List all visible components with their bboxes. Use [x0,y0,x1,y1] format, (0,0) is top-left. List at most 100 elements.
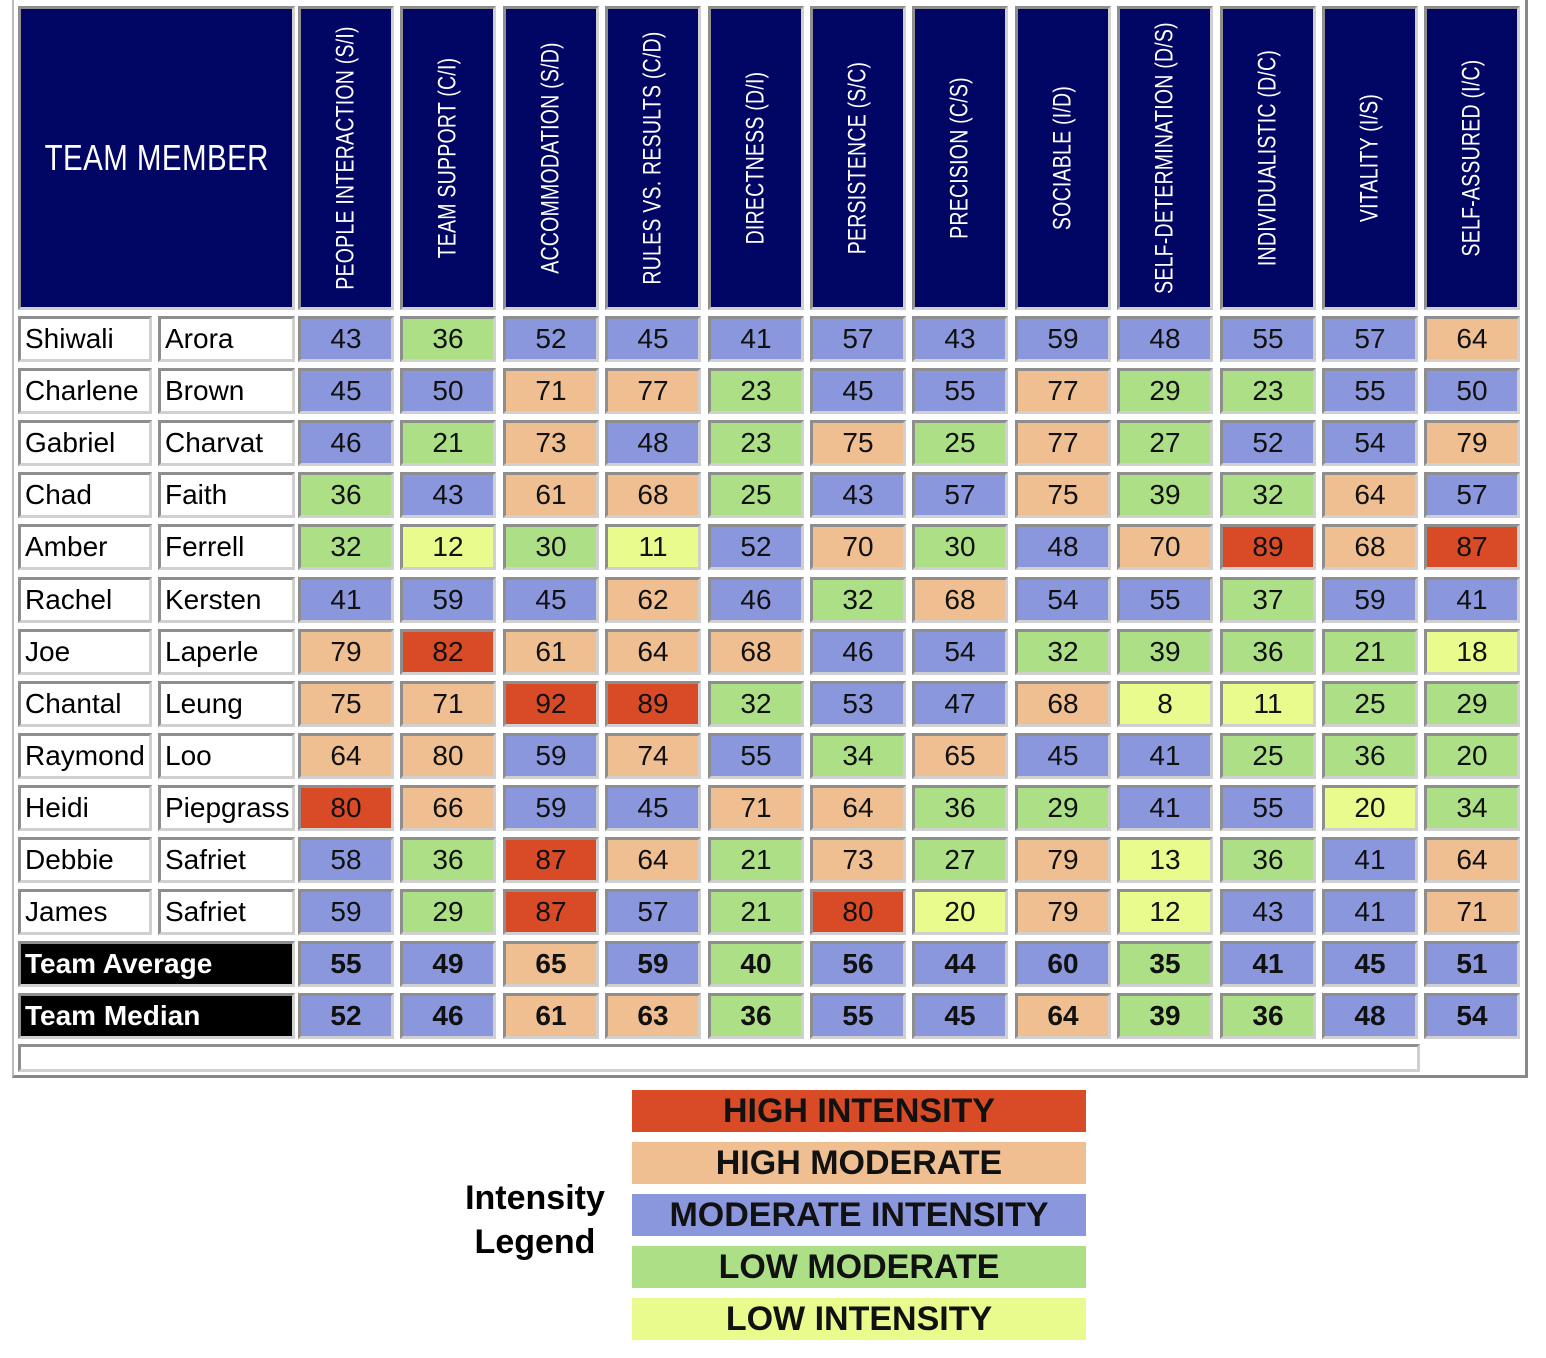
last-name-cell: Laperle [158,629,295,675]
summary-score-cell: 35 [1117,941,1213,987]
score-cell: 75 [810,420,906,466]
score-cell: 55 [1220,785,1316,831]
score-cell: 43 [400,472,496,518]
score-cell: 55 [1220,316,1316,362]
summary-score-cell: 56 [810,941,906,987]
summary-score-cell: 45 [1322,941,1418,987]
summary-score-cell: 39 [1117,993,1213,1039]
score-value: 34 [1456,792,1488,823]
score-value: 48 [1047,531,1079,562]
score-cell: 59 [1015,316,1111,362]
score-cell: 36 [400,837,496,883]
score-cell: 73 [810,837,906,883]
summary-score-value: 64 [1047,1000,1079,1031]
score-value: 29 [1047,792,1079,823]
score-cell: 32 [1015,629,1111,675]
summary-label: Team Median [25,1000,201,1031]
score-cell: 57 [1424,472,1520,518]
column-header-label: SELF-DETERMINATION (D/S) [1150,22,1179,294]
first-name-cell: Rachel [18,577,152,623]
score-cell: 36 [1322,733,1418,779]
score-value: 43 [842,479,874,510]
legend-item-label: LOW MODERATE [718,1247,1000,1286]
first-name-cell: Chantal [18,681,152,727]
score-value: 21 [740,896,772,927]
summary-score-cell: 64 [1015,993,1111,1039]
score-cell: 59 [1322,577,1418,623]
score-value: 75 [1047,479,1079,510]
score-value: 23 [740,375,772,406]
score-cell: 45 [605,316,701,362]
score-cell: 20 [912,889,1008,935]
score-cell: 71 [503,368,599,414]
score-value: 48 [1149,323,1181,354]
score-cell: 32 [1220,472,1316,518]
summary-score-cell: 41 [1220,941,1316,987]
column-header-label: DIRECTNESS (D/I) [741,71,770,245]
summary-label-cell: Team Median [18,993,295,1039]
score-cell: 45 [605,785,701,831]
column-header-label: PERSISTENCE (S/C) [843,61,872,255]
score-cell: 25 [1322,681,1418,727]
score-value: 41 [1149,740,1181,771]
last-name: Kersten [165,584,262,615]
score-value: 27 [1149,427,1181,458]
score-cell: 64 [605,837,701,883]
score-value: 50 [432,375,464,406]
score-cell: 41 [298,577,394,623]
score-value: 64 [842,792,874,823]
score-value: 82 [432,636,464,667]
summary-score-value: 56 [842,948,874,979]
score-cell: 29 [1015,785,1111,831]
score-cell: 30 [912,524,1008,570]
summary-score-value: 54 [1456,1000,1488,1031]
score-value: 32 [330,531,362,562]
summary-score-cell: 55 [810,993,906,1039]
score-cell: 64 [810,785,906,831]
score-value: 32 [1252,479,1284,510]
summary-score-value: 45 [944,1000,976,1031]
score-value: 71 [535,375,567,406]
score-value: 59 [1354,584,1386,615]
score-cell: 57 [912,472,1008,518]
summary-score-cell: 40 [708,941,804,987]
last-name-cell: Leung [158,681,295,727]
first-name: Rachel [25,584,113,615]
score-cell: 52 [708,524,804,570]
summary-score-value: 59 [637,948,669,979]
score-cell: 36 [1220,837,1316,883]
score-cell: 92 [503,681,599,727]
score-value: 55 [1252,323,1284,354]
score-value: 73 [842,844,874,875]
score-value: 32 [740,688,772,719]
score-value: 41 [740,323,772,354]
score-cell: 25 [1220,733,1316,779]
score-value: 21 [740,844,772,875]
score-cell: 64 [1424,316,1520,362]
score-value: 45 [842,375,874,406]
score-cell: 46 [810,629,906,675]
summary-score-value: 46 [432,1000,464,1031]
score-value: 41 [1354,896,1386,927]
score-value: 52 [535,323,567,354]
first-name: Shiwali [25,323,114,354]
score-value: 36 [432,323,464,354]
score-cell: 57 [605,889,701,935]
score-value: 79 [1047,896,1079,927]
legend-title: Intensity Legend [450,1176,620,1264]
score-value: 79 [1047,844,1079,875]
score-value: 73 [535,427,567,458]
column-header: DIRECTNESS (D/I) [708,6,804,310]
last-name-cell: Safriet [158,837,295,883]
score-value: 25 [740,479,772,510]
score-value: 41 [330,584,362,615]
score-cell: 41 [708,316,804,362]
last-name-cell: Arora [158,316,295,362]
summary-score-value: 36 [1252,1000,1284,1031]
score-cell: 64 [298,733,394,779]
score-value: 36 [1252,844,1284,875]
score-cell: 37 [1220,577,1316,623]
last-name-cell: Piepgrass [158,785,295,831]
score-value: 68 [1354,531,1386,562]
score-value: 39 [1149,636,1181,667]
